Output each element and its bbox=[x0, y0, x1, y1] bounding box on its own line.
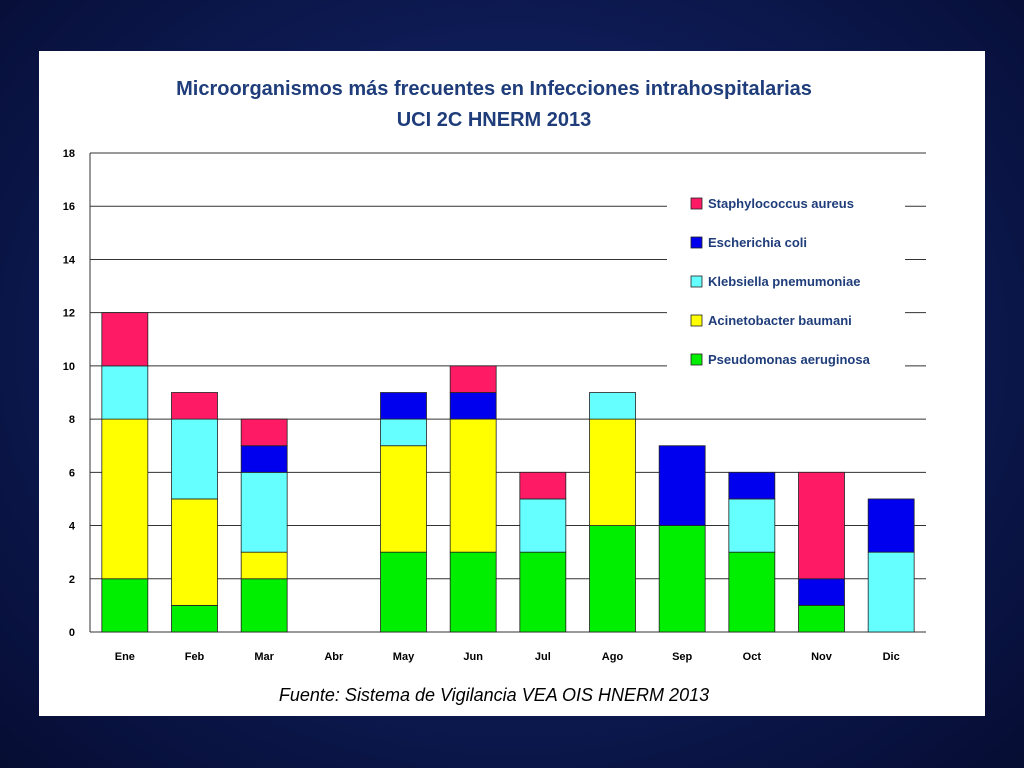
bar-segment bbox=[728, 498, 776, 553]
y-axis-ticks: 0 2 4 6 8 10 12 14 16 18 bbox=[63, 148, 76, 639]
y-tick-label: 18 bbox=[63, 148, 75, 160]
bar-segment bbox=[240, 418, 288, 447]
x-tick-label: Nov bbox=[811, 651, 833, 663]
x-tick-label: Feb bbox=[185, 651, 205, 663]
legend-label: Acinetobacter baumani bbox=[708, 313, 852, 328]
slide-panel: Microorganismos más frecuentes en Infecc… bbox=[39, 51, 985, 716]
bar-segment bbox=[519, 498, 567, 553]
bar-segment bbox=[658, 525, 706, 633]
legend-swatch bbox=[690, 275, 703, 288]
bar-segment bbox=[589, 418, 636, 526]
bar-segment bbox=[449, 418, 497, 553]
bar-segment bbox=[867, 498, 915, 553]
bar-segment bbox=[519, 471, 567, 500]
y-tick-label: 16 bbox=[63, 201, 75, 213]
y-tick-label: 14 bbox=[63, 254, 76, 266]
bar-segment bbox=[380, 445, 427, 553]
legend-swatch bbox=[690, 236, 703, 249]
bar-segment bbox=[240, 578, 288, 633]
bar-segment bbox=[101, 365, 149, 420]
y-tick-label: 10 bbox=[63, 361, 75, 373]
bar-segment bbox=[798, 578, 845, 606]
bar-segment bbox=[240, 471, 288, 553]
x-tick-label: Jun bbox=[463, 651, 483, 663]
stacked-bar-chart: Microorganismos más frecuentes en Infecc… bbox=[63, 78, 926, 705]
legend-box bbox=[667, 183, 905, 381]
bar-segment bbox=[101, 578, 149, 633]
x-tick-label: May bbox=[393, 651, 415, 663]
gridlines bbox=[89, 152, 926, 633]
x-tick-label: Ene bbox=[115, 651, 135, 663]
legend-label: Staphylococcus aureus bbox=[708, 196, 854, 211]
x-tick-label: Ago bbox=[602, 651, 624, 663]
chart-title: Microorganismos más frecuentes en Infecc… bbox=[176, 78, 812, 100]
bar-segment bbox=[728, 471, 776, 500]
bars bbox=[101, 312, 915, 633]
x-tick-label: Sep bbox=[672, 651, 692, 663]
x-tick-label: Mar bbox=[254, 651, 274, 663]
bar-segment bbox=[589, 525, 636, 633]
bar-segment bbox=[449, 551, 497, 633]
bar-segment bbox=[380, 418, 427, 447]
legend-swatch bbox=[690, 353, 703, 366]
bar-segment bbox=[798, 471, 845, 580]
bar-segment bbox=[240, 445, 288, 473]
bar-segment bbox=[449, 365, 497, 393]
legend-swatch bbox=[690, 197, 703, 210]
x-tick-label: Oct bbox=[743, 651, 762, 663]
legend: Staphylococcus aureus Escherichia coli Kle… bbox=[667, 183, 905, 381]
bar-segment bbox=[171, 418, 218, 500]
chart-subtitle: UCI 2C HNERM 2013 bbox=[397, 109, 592, 131]
legend-label: Escherichia coli bbox=[708, 235, 807, 250]
legend-swatch bbox=[690, 314, 703, 327]
x-axis-ticks: Ene Feb Mar Abr May Jun Jul Ago Sep Oct Nov Dic bbox=[115, 651, 900, 663]
bar-segment bbox=[380, 392, 427, 420]
y-tick-label: 12 bbox=[63, 308, 75, 320]
bar-segment bbox=[380, 551, 427, 633]
y-tick-label: 6 bbox=[69, 467, 75, 479]
y-tick-label: 4 bbox=[69, 521, 76, 533]
y-tick-label: 2 bbox=[69, 574, 75, 586]
bar-segment bbox=[728, 551, 776, 633]
bar-segment bbox=[798, 604, 845, 633]
bar-segment bbox=[101, 418, 149, 580]
bar-segment bbox=[240, 551, 288, 580]
bar-segment bbox=[449, 392, 497, 420]
bar-segment bbox=[171, 392, 218, 420]
legend-label: Klebsiella pnemumoniae bbox=[708, 274, 860, 289]
legend-label: Pseudomonas aeruginosa bbox=[708, 352, 871, 367]
bar-segment bbox=[589, 392, 636, 420]
source-note: Fuente: Sistema de Vigilancia VEA OIS HN… bbox=[279, 685, 709, 705]
y-tick-label: 8 bbox=[69, 414, 75, 426]
bar-segment bbox=[658, 445, 706, 526]
x-tick-label: Jul bbox=[535, 651, 551, 663]
bar-segment bbox=[101, 312, 149, 367]
x-tick-label: Abr bbox=[324, 651, 344, 663]
y-tick-label: 0 bbox=[69, 627, 75, 639]
bar-segment bbox=[171, 604, 218, 633]
bar-segment bbox=[867, 551, 915, 633]
x-tick-label: Dic bbox=[883, 651, 900, 663]
bar-segment bbox=[519, 551, 567, 633]
bar-segment bbox=[171, 498, 218, 606]
